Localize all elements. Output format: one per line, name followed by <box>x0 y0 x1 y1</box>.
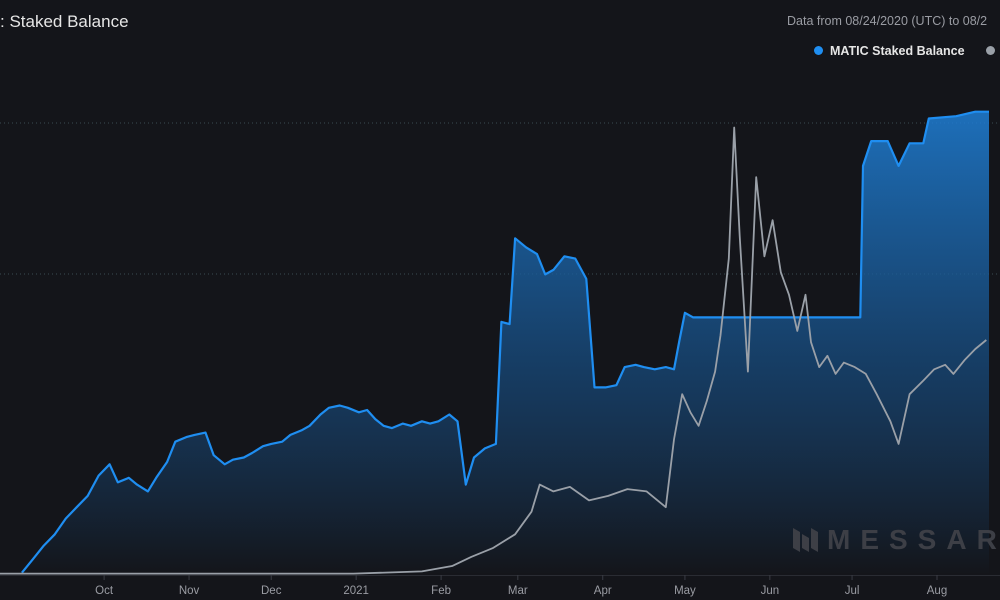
series-area-staked-balance <box>21 111 989 575</box>
x-tick-label: Dec <box>261 585 282 597</box>
x-tick-label: Jul <box>845 585 860 597</box>
legend-dot-gray-icon <box>986 46 995 55</box>
messari-logo-icon <box>793 528 818 552</box>
x-tick-label: Jun <box>761 585 780 597</box>
legend-item-secondary[interactable] <box>986 44 1000 58</box>
legend-item-staked-balance[interactable]: MATIC Staked Balance <box>814 44 965 58</box>
x-tick-label: Oct <box>95 585 114 597</box>
x-tick-label: Feb <box>431 585 451 597</box>
series-line-1 <box>0 126 987 575</box>
legend-label: MATIC Staked Balance <box>830 44 965 58</box>
watermark: MESSAR <box>793 524 1000 556</box>
x-tick-label: May <box>674 585 696 597</box>
x-tick-label: Aug <box>927 585 947 597</box>
date-range-label: Data from 08/24/2020 (UTC) to 08/2 <box>787 14 988 28</box>
x-tick-label: Mar <box>508 585 528 597</box>
x-tick-label: Nov <box>179 585 200 597</box>
legend-dot-blue-icon <box>814 46 823 55</box>
chart-title: : Staked Balance <box>0 12 129 31</box>
series-line-staked-balance <box>21 110 989 574</box>
x-tick-label: 2021 <box>343 585 369 597</box>
x-tick-label: Apr <box>594 585 612 597</box>
watermark-text: MESSAR <box>827 524 1000 555</box>
